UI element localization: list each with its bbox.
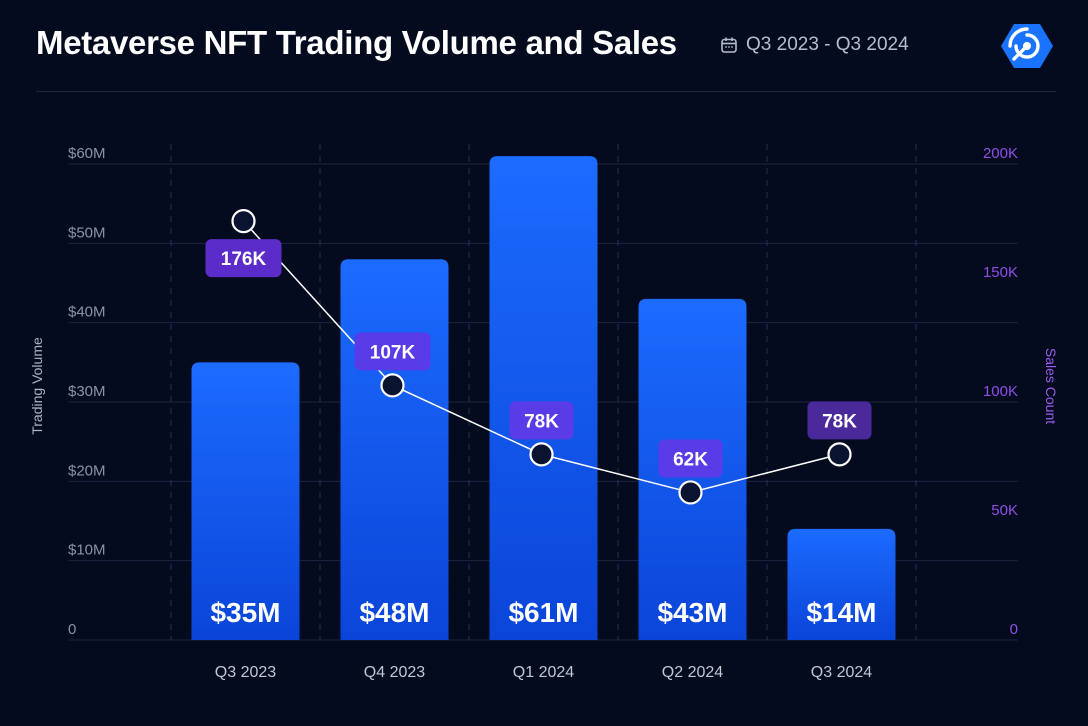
right-axis-title: Sales Count: [1043, 348, 1059, 424]
volume-bar: [489, 156, 598, 641]
volume-bar-labels: $35M $48M $61M $43M $14M: [210, 597, 876, 628]
y-tick-label: $20M: [68, 462, 106, 479]
date-range-label: Q3 2023 - Q3 2024: [746, 34, 909, 55]
y-tick-label: $40M: [68, 304, 106, 321]
volume-bar-label: $43M: [657, 597, 727, 628]
y2-tick-label: 50K: [991, 502, 1018, 519]
sales-point: [827, 442, 852, 467]
y-tick-label: $10M: [68, 542, 106, 559]
y-tick-label: $50M: [68, 224, 106, 241]
left-axis-ticks: 0 $10M $20M $30M $40M $50M $60M: [68, 145, 106, 638]
volume-bar-label: $61M: [508, 597, 578, 628]
category-label: Q3 2023: [215, 664, 276, 681]
left-axis-title: Trading Volume: [29, 337, 45, 435]
y2-tick-label: 0: [1010, 621, 1018, 638]
date-range: Q3 2023 - Q3 2024: [720, 34, 909, 56]
volume-bars: [191, 156, 896, 641]
volume-bar: [340, 259, 449, 640]
category-label: Q1 2024: [513, 664, 574, 681]
sales-label: 176K: [221, 249, 267, 270]
volume-bar: [191, 362, 300, 640]
sales-label-bg: [658, 439, 723, 478]
sales-label: 107K: [370, 342, 416, 363]
sales-point: [380, 373, 405, 398]
category-labels: Q3 2023 Q4 2023 Q1 2024 Q2 2024 Q3 2024: [215, 664, 872, 681]
volume-bar-label: $14M: [806, 597, 876, 628]
volume-bar: [787, 528, 896, 640]
sales-label: 78K: [822, 411, 857, 432]
sales-point: [529, 442, 554, 467]
category-label: Q2 2024: [662, 664, 723, 681]
category-label: Q3 2024: [811, 664, 872, 681]
volume-bar-label: $48M: [359, 597, 429, 628]
brand-logo-icon: [1001, 24, 1053, 68]
sales-point: [231, 209, 256, 234]
y2-tick-label: 200K: [983, 145, 1018, 162]
vertical-grid-lines: [170, 144, 917, 640]
sales-label-bg: [205, 239, 282, 278]
y-tick-label: 0: [68, 621, 76, 638]
sales-label-bg: [807, 401, 872, 440]
calendar-icon: [721, 37, 737, 53]
y-tick-label: $60M: [68, 145, 106, 162]
right-axis-ticks: 0 50K 100K 150K 200K: [983, 145, 1018, 638]
category-label: Q4 2023: [364, 664, 425, 681]
sales-label-bg: [509, 401, 574, 440]
header-divider: [36, 91, 1056, 92]
y2-tick-label: 150K: [983, 264, 1018, 281]
sales-line: [231, 209, 852, 505]
page-title: Metaverse NFT Trading Volume and Sales: [36, 24, 677, 61]
volume-bar-label: $35M: [210, 597, 280, 628]
y-tick-label: $30M: [68, 383, 106, 400]
sales-labels: 176K 107K 78K 62K 78K: [205, 239, 872, 478]
sales-point: [678, 480, 703, 505]
sales-label-bg: [354, 332, 431, 371]
sales-label: 62K: [673, 449, 708, 470]
y2-tick-label: 100K: [983, 383, 1018, 400]
sales-label: 78K: [524, 411, 559, 432]
